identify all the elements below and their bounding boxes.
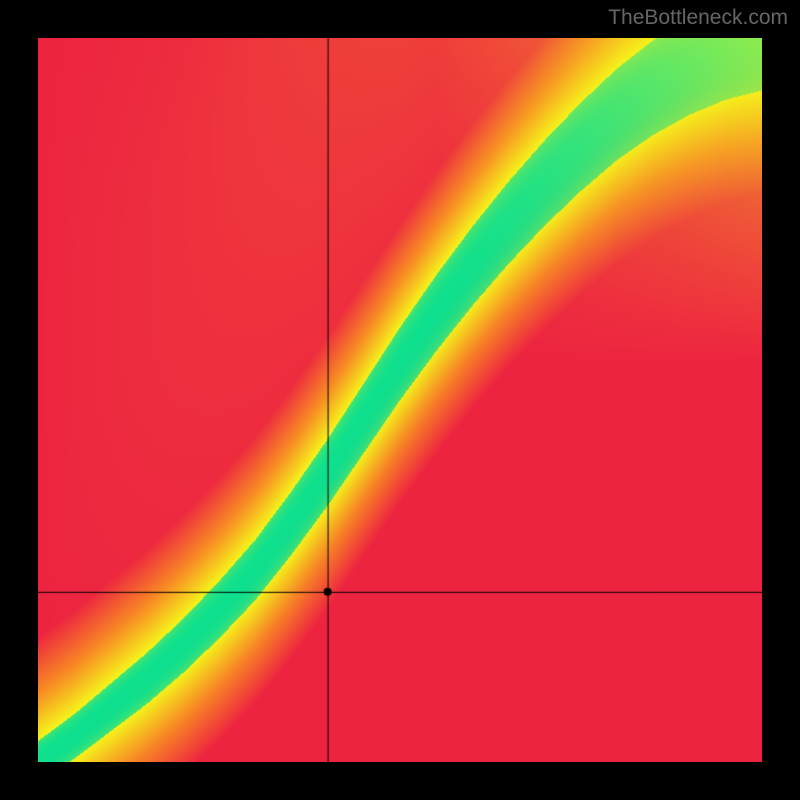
heatmap-canvas xyxy=(38,38,762,762)
watermark-text: TheBottleneck.com xyxy=(608,6,788,30)
heatmap-plot xyxy=(38,38,762,762)
chart-container: TheBottleneck.com xyxy=(0,0,800,800)
